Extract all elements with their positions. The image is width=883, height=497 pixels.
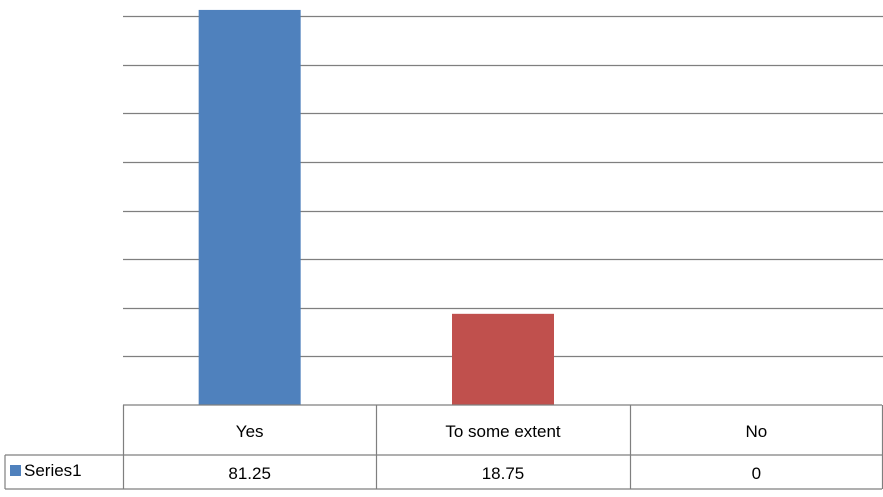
category-label: No xyxy=(745,422,767,441)
bar-to-some-extent xyxy=(452,313,554,405)
category-label: Yes xyxy=(236,422,264,441)
data-value: 81.25 xyxy=(228,464,271,483)
data-table: Yes To some extent No Series1 81.25 18.75 0 xyxy=(4,404,883,490)
legend-key xyxy=(10,465,21,476)
category-label: To some extent xyxy=(445,422,561,441)
series-name: Series1 xyxy=(24,461,82,480)
bar-yes xyxy=(198,9,301,405)
data-value: 18.75 xyxy=(482,464,525,483)
data-value: 0 xyxy=(752,464,761,483)
bars xyxy=(198,9,554,405)
